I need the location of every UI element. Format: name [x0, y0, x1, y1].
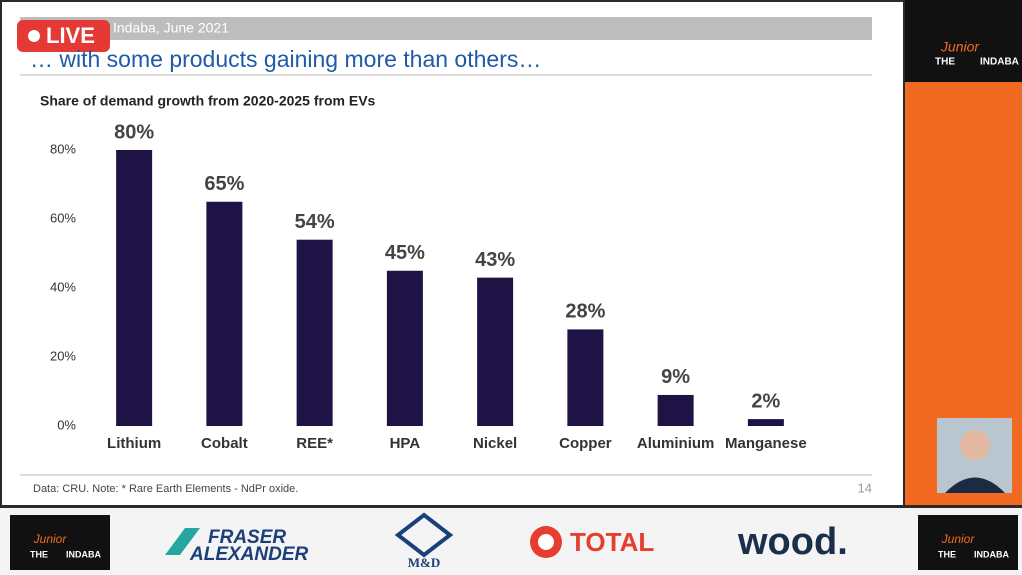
y-tick-label: 40%	[50, 279, 76, 294]
x-tick-label: REE*	[296, 435, 333, 452]
x-tick-label: Manganese	[725, 435, 807, 452]
value-label: 43%	[475, 249, 515, 271]
sponsor-junior-left	[10, 515, 110, 570]
plot: 0% 20% 40% 60% 80% Lithium 80% Cobalt 65% REE* 54%…	[50, 121, 807, 452]
event: Indaba, June 2021	[113, 20, 229, 36]
y-tick-label: 80%	[50, 141, 76, 156]
x-tick-label: Copper	[559, 435, 612, 452]
logo-junior: Junior	[941, 532, 976, 546]
y-tick-label: 20%	[50, 348, 76, 363]
y-tick-label: 60%	[50, 210, 76, 225]
fraser-mark	[165, 528, 200, 555]
value-label: 2%	[751, 390, 780, 412]
logo-the: THE	[30, 549, 48, 559]
logo-indaba: INDABA	[66, 549, 101, 559]
bar	[747, 419, 784, 426]
bar	[386, 270, 423, 426]
bar	[116, 150, 153, 426]
wood-text: wood.	[737, 521, 848, 563]
chart-title: Share of demand growth from 2020-2025 fr…	[40, 93, 376, 109]
page-number: 14	[858, 480, 872, 495]
logo-the: THE	[938, 549, 956, 559]
total-mark-inner	[538, 534, 554, 550]
footer-note: Data: CRU. Note: * Rare Earth Elements -…	[33, 483, 298, 495]
fraser-line1: FRASER	[208, 527, 286, 548]
bar	[296, 239, 333, 426]
value-label: 9%	[661, 366, 690, 388]
fraser-line2: ALEXANDER	[189, 544, 309, 565]
x-tick-label: Cobalt	[201, 435, 248, 452]
y-tick-label: 0%	[57, 417, 76, 432]
webcam-face	[960, 430, 990, 460]
x-tick-label: HPA	[390, 435, 421, 452]
live-dot	[28, 30, 40, 42]
bar	[657, 394, 694, 426]
total-text: TOTAL	[570, 527, 654, 557]
x-tick-label: Lithium	[107, 435, 161, 452]
logo-box	[905, 0, 1022, 82]
bar	[206, 201, 243, 426]
logo-indaba: INDABA	[980, 57, 1019, 68]
md-mark	[394, 512, 454, 558]
value-label: 28%	[565, 301, 605, 323]
logo-the: THE	[935, 57, 955, 68]
slide-title: … with some products gaining more than o…	[30, 46, 541, 72]
md-text: M&D	[408, 555, 441, 570]
logo-indaba: INDABA	[974, 549, 1009, 559]
bar	[567, 329, 604, 426]
x-tick-label: Nickel	[473, 435, 517, 452]
header-bar	[20, 17, 872, 40]
logo-junior: Junior	[940, 39, 980, 55]
value-label: 54%	[295, 211, 335, 233]
sponsor-strip	[0, 508, 1022, 575]
value-label: 80%	[114, 121, 154, 143]
bar	[477, 277, 514, 426]
value-label: 65%	[204, 173, 244, 195]
live-text: LIVE	[46, 23, 95, 48]
webcam-body	[945, 477, 1005, 493]
x-tick-label: Aluminium	[637, 435, 715, 452]
logo-junior: Junior	[33, 532, 68, 546]
sponsor-junior-right	[918, 515, 1018, 570]
live-badge[interactable]	[17, 20, 110, 52]
value-label: 45%	[385, 242, 425, 264]
